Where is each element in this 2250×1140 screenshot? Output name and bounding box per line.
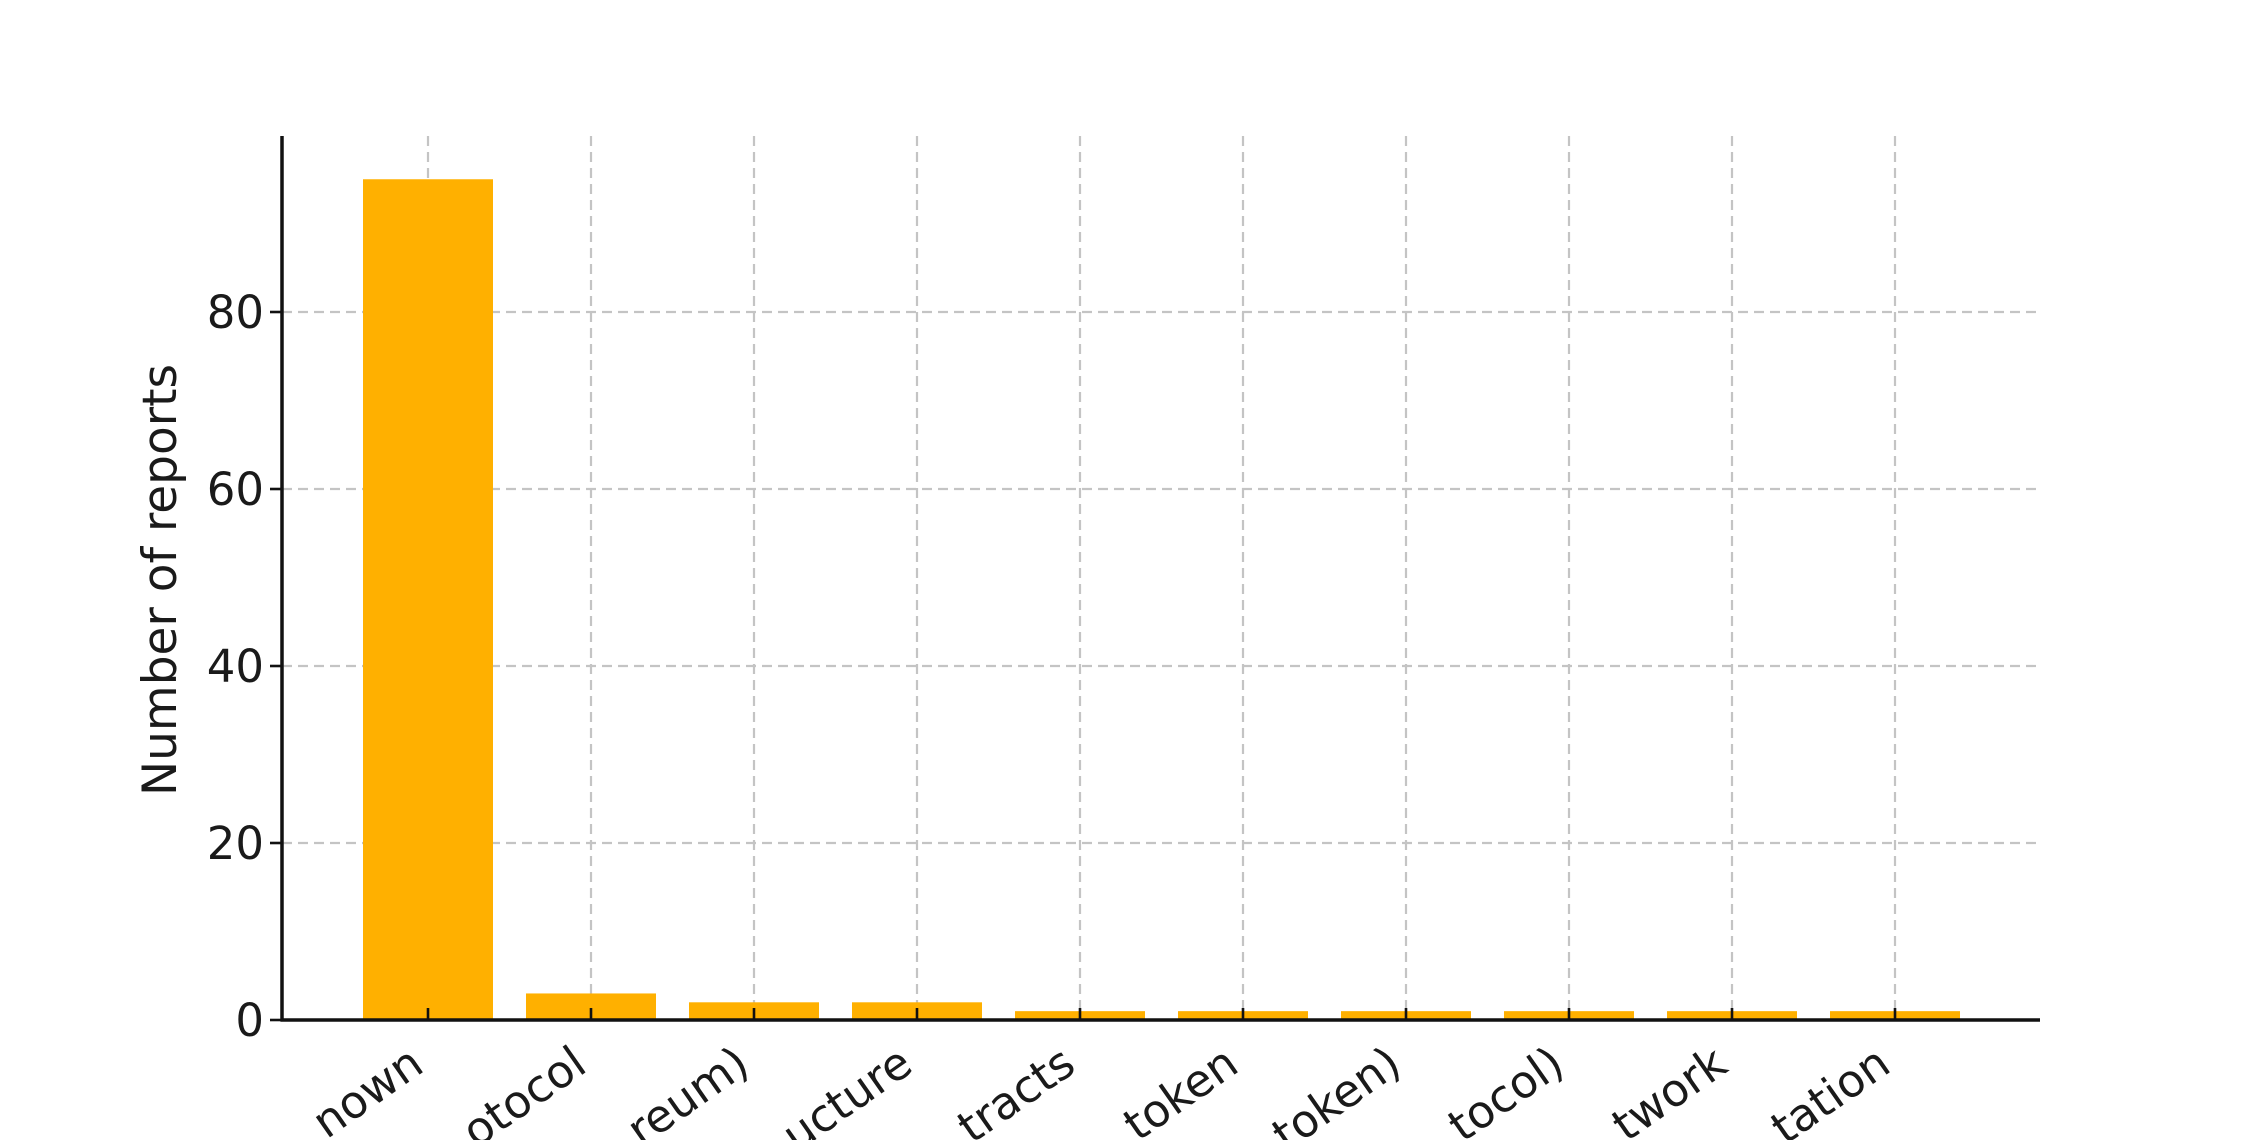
bars xyxy=(363,179,1960,1020)
y-ticks: 0 20 40 60 80 xyxy=(207,286,282,1047)
y-axis-title: Number of reports xyxy=(133,364,188,796)
x-tick-label: token) xyxy=(1262,1036,1410,1140)
bar xyxy=(363,179,493,1020)
x-tick-label: reum) xyxy=(617,1036,758,1140)
x-tick-label: token xyxy=(1114,1036,1247,1140)
y-tick-label: 0 xyxy=(235,994,264,1047)
axes xyxy=(280,136,2040,1022)
y-tick-label: 40 xyxy=(207,640,264,693)
y-tick-label: 80 xyxy=(207,286,264,339)
x-tick-label: otocol xyxy=(452,1036,595,1140)
x-tick-label: twork xyxy=(1602,1036,1736,1140)
grid xyxy=(282,136,2040,1020)
x-tick-label: ucture xyxy=(772,1036,921,1140)
x-tick-label: nown xyxy=(302,1036,432,1140)
x-ticks: nown otocol reum) ucture tracts token token) to… xyxy=(302,1008,1899,1140)
y-tick-label: 20 xyxy=(207,817,264,870)
y-tick-label: 60 xyxy=(207,463,264,516)
x-tick-label: tocol) xyxy=(1438,1036,1573,1140)
x-tick-label: tation xyxy=(1761,1036,1899,1140)
x-tick-label: tracts xyxy=(948,1036,1085,1140)
